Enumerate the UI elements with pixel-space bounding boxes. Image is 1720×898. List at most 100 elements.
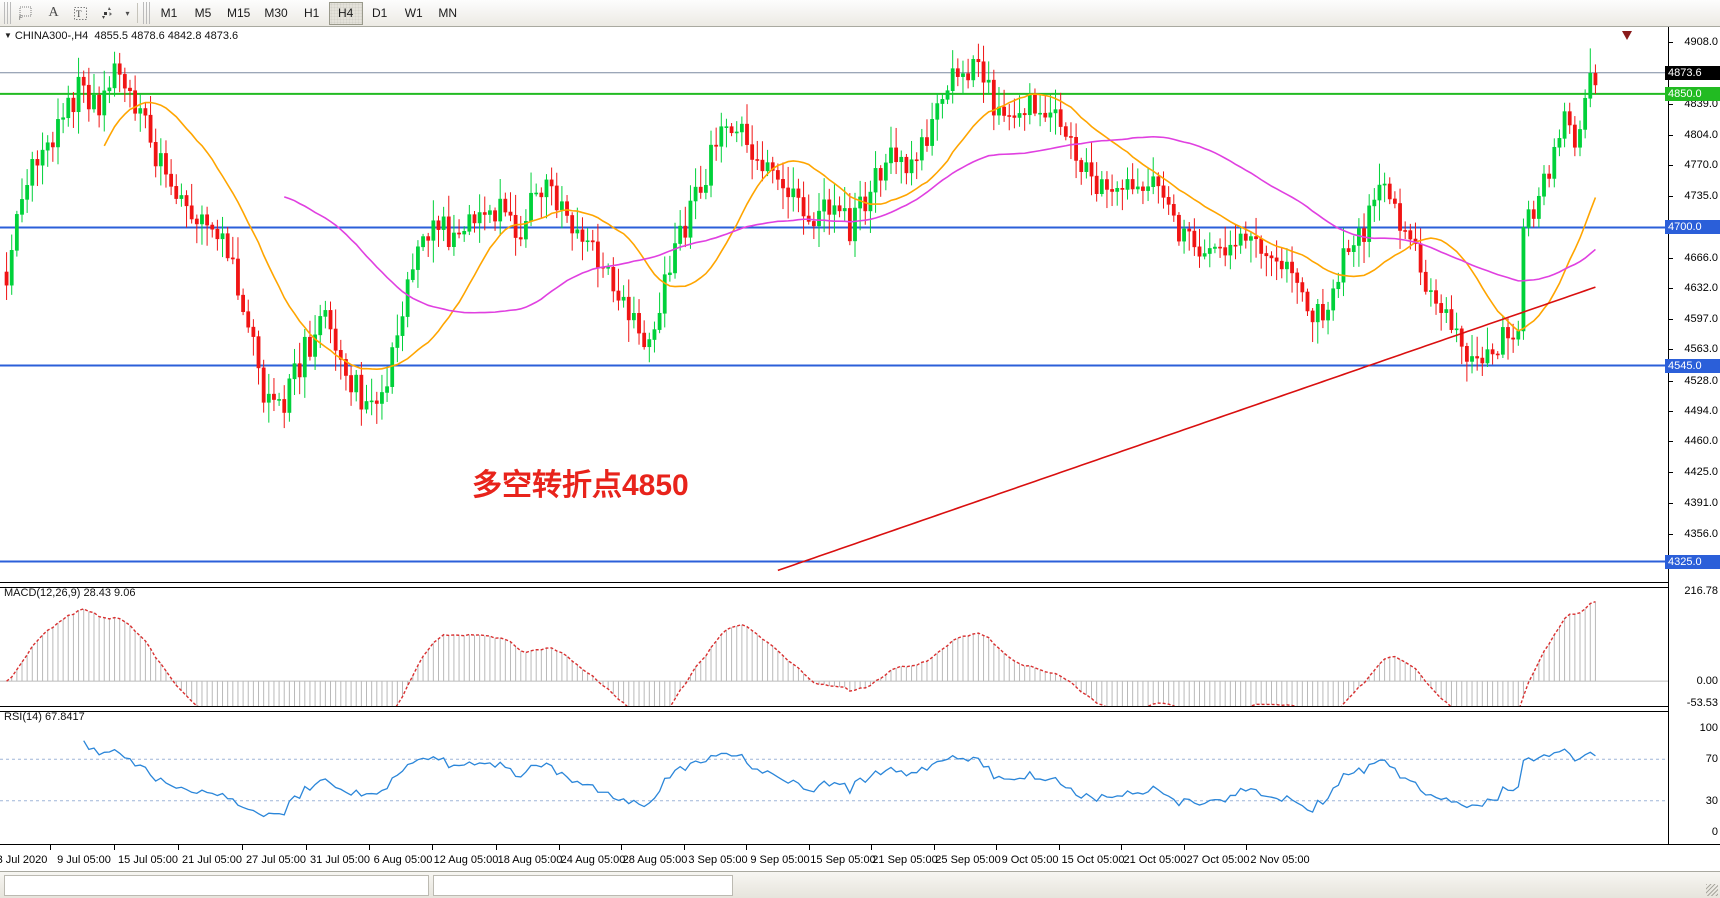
time-tick	[1121, 845, 1122, 850]
price-tick-label: 4666.0	[1684, 251, 1718, 264]
time-tick	[809, 845, 810, 850]
price-tick-label: 4460.0	[1684, 435, 1718, 448]
period-m15[interactable]: M15	[227, 6, 251, 20]
time-tick-label: 9 Jul 05:00	[57, 854, 111, 866]
shapes-dropdown-caret-icon[interactable]: ▾	[125, 8, 130, 18]
price-tick-label: 4356.0	[1684, 527, 1718, 540]
chart-area[interactable]: ▼ CHINA300-,H4 4855.5 4878.6 4842.8 4873.…	[0, 27, 1720, 871]
price-tick	[1669, 196, 1673, 198]
symbol-name: CHINA300-,H4	[14, 30, 89, 42]
period-m30[interactable]: M30	[264, 6, 288, 20]
time-tick-label: 21 Sep 05:00	[872, 854, 938, 866]
toolbar-separator	[137, 3, 138, 23]
rsi-tick-label: 0	[1711, 826, 1718, 838]
time-tick	[369, 845, 370, 850]
price-tick-label: 4735.0	[1684, 190, 1718, 203]
time-tick-label: 9 Sep 05:00	[750, 854, 810, 866]
rsi-tick-label: 100	[1699, 722, 1718, 734]
macd-tick-label: 0.00	[1696, 675, 1718, 688]
time-tick-label: 3 Sep 05:00	[688, 854, 748, 866]
symbol-ohlc: 4855.5 4878.6 4842.8 4873.6	[94, 30, 239, 42]
status-field-left[interactable]	[4, 875, 429, 896]
period-m5[interactable]: M5	[194, 6, 212, 20]
price-tick-label: 4494.0	[1684, 404, 1718, 417]
price-level-label[interactable]: 4850.0	[1665, 86, 1720, 101]
text-box-icon[interactable]: T	[67, 2, 94, 25]
rsi-tick-label: 30	[1705, 794, 1718, 807]
time-tick-label: 15 Sep 05:00	[810, 854, 876, 866]
price-tick	[1669, 472, 1673, 474]
time-tick	[114, 845, 115, 850]
price-level-label[interactable]: 4325.0	[1665, 554, 1720, 569]
period-group-grip[interactable]	[143, 2, 150, 24]
time-tick	[996, 845, 997, 850]
time-tick	[306, 845, 307, 850]
price-tick	[1669, 257, 1673, 259]
time-tick	[1184, 845, 1185, 850]
time-tick-label: 25 Sep 05:00	[935, 854, 1001, 866]
time-tick-label: 15 Oct 05:00	[1061, 854, 1125, 866]
price-axis[interactable]: 4908.0 4839.0 4804.0 4770.0 4735.0 4666.0 4632…	[1665, 27, 1720, 871]
time-tick	[621, 845, 622, 850]
rsi-separator	[0, 706, 1720, 712]
symbol-info: ▼ CHINA300-,H4 4855.5 4878.6 4842.8 4873.…	[4, 30, 238, 42]
price-tick-label: 4770.0	[1684, 159, 1718, 172]
price-tick-label: 4391.0	[1684, 496, 1718, 509]
time-axis[interactable]: 3 Jul 2020 9 Jul 05:00 15 Jul 05:00 21 Jul …	[0, 844, 1720, 871]
price-tick-label: 4528.0	[1684, 374, 1718, 387]
macd-title: MACD(12,26,9) 28.43 9.06	[4, 587, 136, 599]
time-tick	[432, 845, 433, 850]
time-tick-label: 28 Aug 05:00	[622, 854, 688, 866]
symbol-collapse-caret-icon[interactable]: ▼	[4, 31, 12, 40]
time-tick-label: 21 Oct 05:00	[1123, 854, 1187, 866]
text-label-icon[interactable]: A	[48, 5, 59, 20]
macd-tick-label: 216.78	[1684, 585, 1718, 598]
period-w1[interactable]: W1	[404, 6, 423, 20]
resize-grip-icon[interactable]	[1706, 884, 1718, 896]
status-field-right[interactable]	[433, 875, 733, 896]
price-tick	[1669, 319, 1673, 321]
price-tick	[1669, 349, 1673, 351]
price-tick	[1669, 380, 1673, 382]
price-tick-label: 4563.0	[1684, 343, 1718, 356]
time-tick-label: 15 Jul 05:00	[118, 854, 178, 866]
toolbar-grip[interactable]	[4, 2, 11, 24]
time-tick	[496, 845, 497, 850]
time-tick	[1246, 845, 1247, 850]
crosshair-icon[interactable]: F	[13, 2, 40, 25]
time-tick	[559, 845, 560, 850]
price-tick-label: 4425.0	[1684, 466, 1718, 479]
time-tick	[871, 845, 872, 850]
shapes-icon[interactable]	[94, 2, 121, 25]
rsi-plot[interactable]	[0, 710, 1668, 840]
macd-plot[interactable]	[0, 586, 1668, 706]
price-tick-label: 4908.0	[1684, 36, 1718, 49]
price-level-label[interactable]: 4545.0	[1665, 358, 1720, 373]
time-tick	[934, 845, 935, 850]
price-tick	[1669, 441, 1673, 443]
period-mn[interactable]: MN	[438, 6, 458, 20]
period-h1[interactable]: H1	[304, 6, 320, 20]
time-tick-label: 21 Jul 05:00	[182, 854, 242, 866]
price-level-label[interactable]: 4873.6	[1665, 65, 1720, 80]
svg-text:多空转折点4850: 多空转折点4850	[472, 469, 689, 502]
time-tick-label: 2 Nov 05:00	[1250, 854, 1310, 866]
price-tick	[1669, 533, 1673, 535]
price-tick	[1669, 42, 1673, 44]
time-tick	[746, 845, 747, 850]
price-tick-label: 4597.0	[1684, 313, 1718, 326]
time-tick-label: 9 Oct 05:00	[1001, 854, 1059, 866]
price-tick	[1669, 103, 1673, 105]
svg-text:T: T	[76, 9, 82, 19]
period-h4[interactable]: H4	[328, 1, 363, 25]
time-tick-label: 6 Aug 05:00	[373, 854, 433, 866]
price-plot[interactable]: 多空转折点4850	[0, 27, 1668, 582]
status-bar	[0, 871, 1720, 898]
period-d1[interactable]: D1	[372, 6, 388, 20]
period-m1[interactable]: M1	[160, 6, 178, 20]
price-tick	[1669, 410, 1673, 412]
price-tick	[1669, 288, 1673, 290]
svg-text:F: F	[19, 16, 23, 21]
price-level-label[interactable]: 4700.0	[1665, 220, 1720, 235]
